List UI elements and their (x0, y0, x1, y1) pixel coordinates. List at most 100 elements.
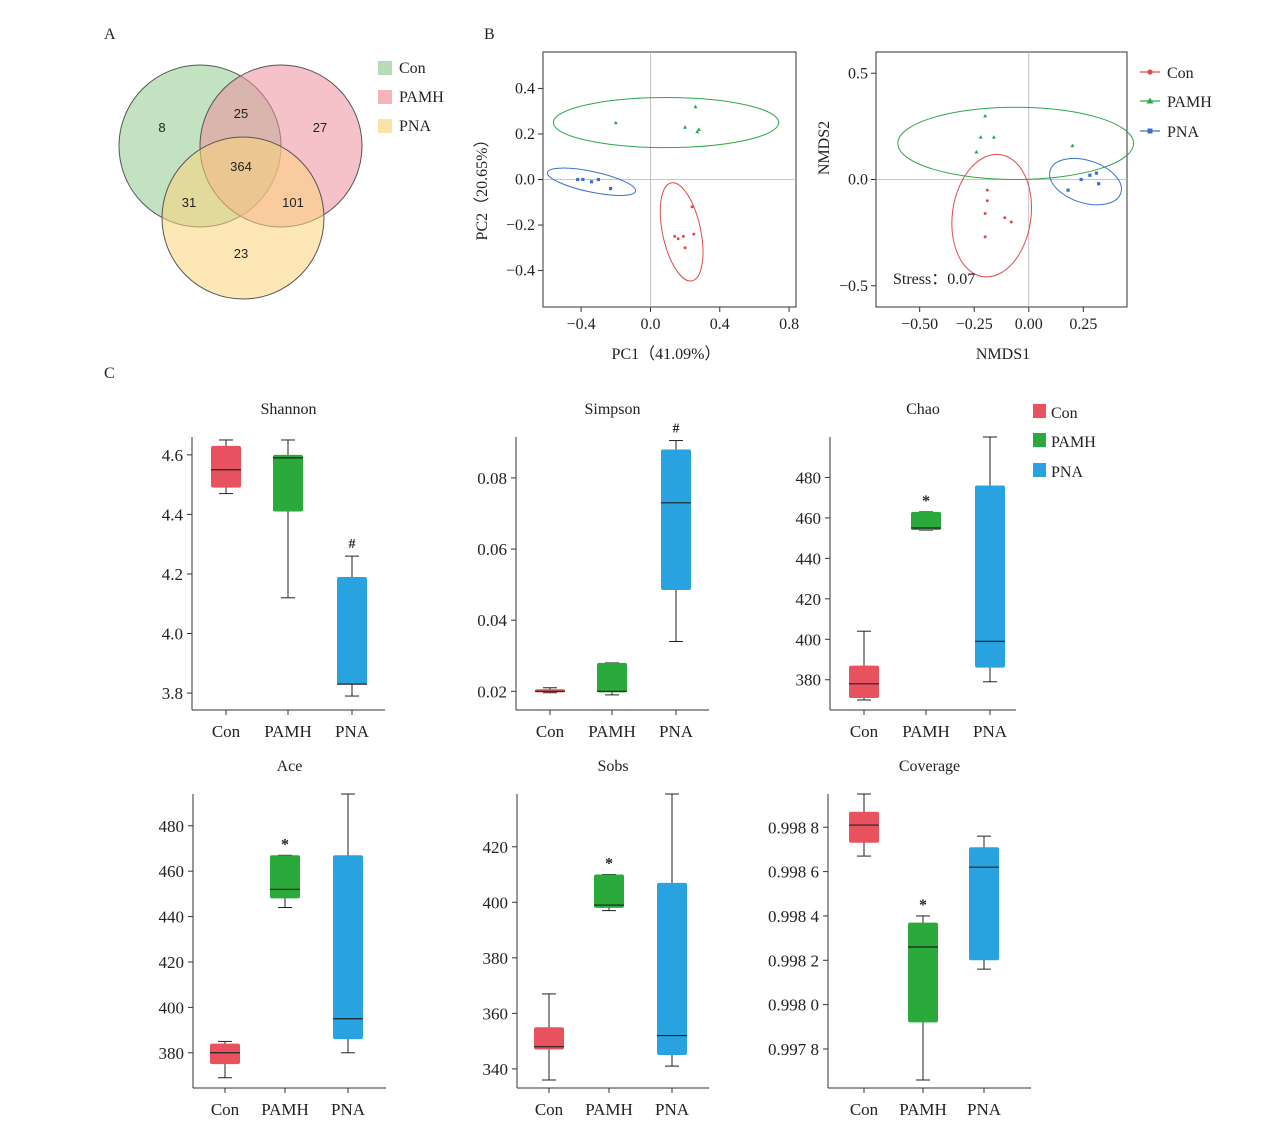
pca-ytick-label-2: 0.0 (515, 172, 535, 189)
venn-count-pamh-pna: 101 (282, 195, 304, 210)
venn-legend-swatch-pamh (378, 90, 392, 104)
ace-ytick-label-3: 440 (159, 908, 185, 927)
nmds-xtick-label-1: −0.25 (956, 316, 993, 333)
nmds-point-pna-1 (1079, 177, 1083, 182)
nmds-ylabel: NMDS2 (816, 121, 833, 175)
sobs-ytick-label-3: 400 (483, 893, 509, 912)
pca-point-pna-3 (596, 177, 601, 182)
pca-point-con-1 (692, 232, 696, 236)
pca-xlabel: PC1（41.09%） (612, 345, 721, 363)
ace-xtick-label-pna: PNA (331, 1100, 366, 1119)
coverage-ytick-label-3: 0.998 4 (768, 907, 820, 926)
pca-point-con-0 (690, 205, 694, 209)
pca-ytick-label-4: −0.4 (506, 263, 535, 280)
pca-point-pna-0 (576, 177, 580, 182)
coverage-box-pamh (908, 922, 938, 1023)
ace-sig-mark-pamh: * (281, 836, 289, 853)
nmds-ytick-label-1: 0.0 (848, 172, 868, 189)
boxplot-legend-label-pna: PNA (1051, 464, 1083, 481)
shannon-title: Shannon (261, 401, 317, 418)
venn-legend-label-pamh: PAMH (399, 89, 444, 106)
nmds-point-con-2 (1003, 216, 1007, 220)
ace-ytick-label-5: 480 (159, 817, 185, 836)
chao-title: Chao (906, 401, 940, 418)
venn-count-con-pamh: 25 (234, 106, 248, 121)
simpson-ytick-label-3: 0.08 (477, 469, 507, 488)
sobs-box-con (534, 1027, 564, 1050)
coverage-ytick-label-1: 0.998 0 (768, 996, 819, 1015)
simpson-sig-mark-pna: # (673, 422, 680, 437)
shannon-sig-mark-pna: # (349, 537, 356, 552)
boxplot-sobs: Sobs 340 360 380 400 420 Con PAMH * PNA (483, 758, 709, 1119)
panel-label-a: A (104, 26, 116, 43)
panel-label-c: C (104, 365, 115, 382)
nmds-legend-label-pna: PNA (1167, 124, 1199, 141)
shannon-ytick-label-3: 4.4 (162, 505, 184, 524)
nmds-xtick-label-0: −0.50 (901, 316, 938, 333)
venn-diagram: 8 27 23 25 31 101 364 Con PAMH PNA (118, 60, 444, 300)
sobs-ytick-label-1: 360 (483, 1004, 509, 1023)
pca-point-pna-1 (581, 177, 585, 182)
chao-ytick-label-1: 400 (796, 630, 822, 649)
chao-xtick-label-pna: PNA (973, 722, 1008, 741)
nmds-point-pamh-0 (983, 113, 988, 118)
ace-ytick-label-2: 420 (159, 953, 185, 972)
sobs-xtick-label-pamh: PAMH (585, 1100, 633, 1119)
chao-sig-mark-pamh: * (922, 493, 930, 510)
pca-xtick-label-2: 0.4 (710, 316, 730, 333)
nmds-point-pna-4 (1097, 182, 1101, 186)
simpson-ytick-label-0: 0.02 (477, 682, 507, 701)
coverage-ytick-label-4: 0.998 6 (768, 863, 819, 882)
chao-box-pamh (911, 511, 941, 531)
sobs-ytick-label-4: 420 (483, 838, 509, 857)
coverage-sig-mark-pamh: * (919, 897, 927, 914)
sobs-box-pna (657, 882, 687, 1056)
nmds-point-pamh-1 (978, 135, 983, 139)
pca-ylabel: PC2（20.65%） (473, 132, 491, 241)
ace-xtick-label-pamh: PAMH (261, 1100, 309, 1119)
pca-point-con-4 (676, 237, 680, 241)
venn-legend-label-con: Con (399, 60, 426, 77)
pca-ellipse-con (659, 182, 704, 282)
shannon-box-pna (337, 576, 367, 685)
pca-ytick-label-3: −0.2 (506, 217, 535, 234)
chao-ytick-label-0: 380 (796, 671, 822, 690)
ace-ytick-label-4: 460 (159, 862, 185, 881)
nmds-point-pamh-3 (974, 149, 979, 154)
nmds-legend-marker-pamh (1146, 97, 1154, 104)
sobs-ytick-label-2: 380 (483, 949, 509, 968)
boxplot-legend-swatch-con (1033, 404, 1046, 418)
shannon-xtick-label-pamh: PAMH (264, 722, 312, 741)
ace-box-pna (333, 855, 363, 1040)
coverage-xtick-label-con: Con (850, 1100, 879, 1119)
boxplot-legend: Con PAMH PNA (1033, 404, 1096, 481)
chao-box-con (849, 665, 879, 698)
coverage-ytick-label-0: 0.997 8 (768, 1040, 819, 1059)
nmds-legend-marker-pna (1147, 128, 1153, 134)
nmds-legend-label-con: Con (1167, 65, 1194, 82)
ace-box-pamh (270, 855, 300, 899)
sobs-sig-mark-pamh: * (605, 856, 613, 873)
nmds-xlabel: NMDS1 (976, 346, 1030, 363)
shannon-ytick-label-0: 3.8 (162, 684, 183, 703)
shannon-xtick-label-con: Con (212, 722, 241, 741)
shannon-box-con (211, 445, 241, 488)
venn-legend-label-pna: PNA (399, 118, 431, 135)
pca-xtick-label-1: 0.0 (640, 316, 660, 333)
boxplot-ace: Ace 380 400 420 440 460 480 Con PAMH * PNA (159, 758, 386, 1119)
sobs-title: Sobs (597, 758, 628, 775)
pca-point-pamh-0 (613, 120, 618, 125)
simpson-box-pamh (597, 662, 627, 693)
nmds-stress-annotation: Stress：0.07 (893, 271, 975, 288)
nmds-ellipse-pna (1049, 157, 1122, 206)
pca-point-pna-4 (608, 187, 613, 191)
pca-point-con-3 (673, 234, 677, 238)
chao-xtick-label-con: Con (850, 722, 879, 741)
pca-xtick-label-3: 0.8 (779, 316, 799, 333)
nmds-ytick-label-2: −0.5 (839, 278, 868, 295)
pca-plot: −0.4 0.0 0.4 0.8 0.4 0.2 0.0 −0.2 −0.4 (506, 51, 799, 333)
nmds-point-con-5 (983, 235, 987, 239)
chao-ytick-label-5: 480 (796, 468, 822, 487)
ace-ytick-label-1: 400 (159, 998, 185, 1017)
